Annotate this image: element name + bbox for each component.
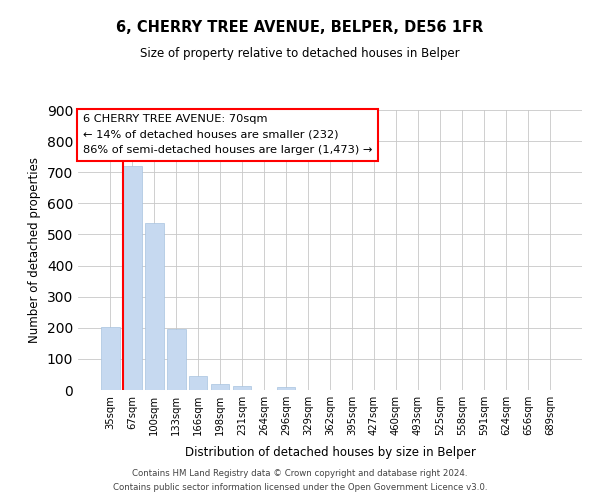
Bar <box>123 166 142 390</box>
Bar <box>277 387 295 390</box>
Bar <box>189 376 208 390</box>
Text: 6 CHERRY TREE AVENUE: 70sqm
← 14% of detached houses are smaller (232)
86% of se: 6 CHERRY TREE AVENUE: 70sqm ← 14% of det… <box>83 114 373 156</box>
Text: Size of property relative to detached houses in Belper: Size of property relative to detached ho… <box>140 48 460 60</box>
Text: Contains public sector information licensed under the Open Government Licence v3: Contains public sector information licen… <box>113 484 487 492</box>
Bar <box>101 327 119 390</box>
Y-axis label: Number of detached properties: Number of detached properties <box>28 157 41 343</box>
Text: 6, CHERRY TREE AVENUE, BELPER, DE56 1FR: 6, CHERRY TREE AVENUE, BELPER, DE56 1FR <box>116 20 484 35</box>
Text: Contains HM Land Registry data © Crown copyright and database right 2024.: Contains HM Land Registry data © Crown c… <box>132 468 468 477</box>
Bar <box>211 384 229 390</box>
Bar <box>233 386 251 390</box>
Bar <box>167 330 185 390</box>
X-axis label: Distribution of detached houses by size in Belper: Distribution of detached houses by size … <box>185 446 475 460</box>
Bar <box>145 223 164 390</box>
